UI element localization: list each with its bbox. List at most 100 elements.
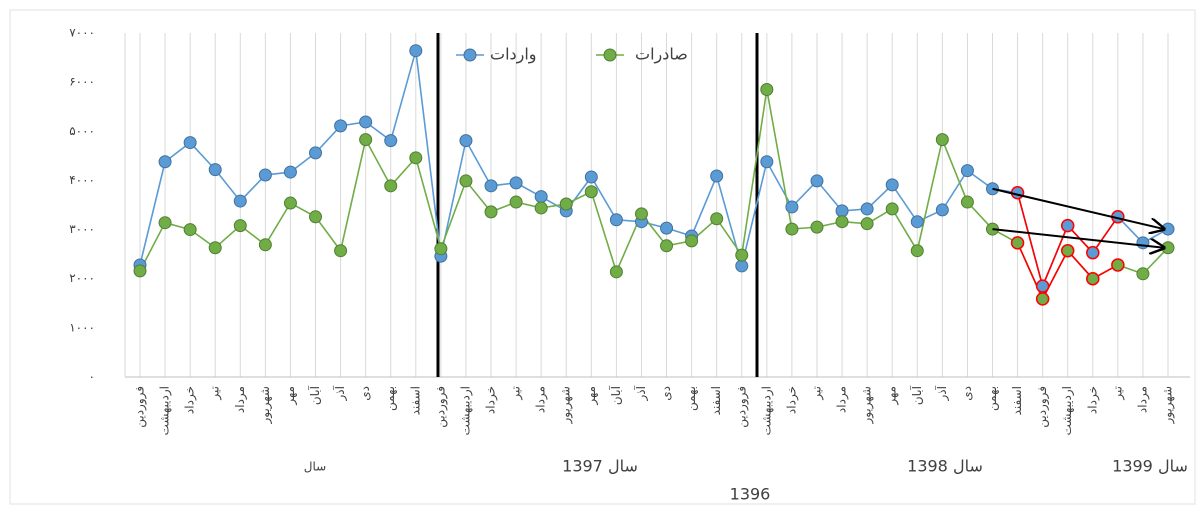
grid-layer <box>139 33 1169 377</box>
data-point <box>534 190 548 204</box>
x-tick-label: اسفند <box>709 386 723 415</box>
x-tick-label: دی <box>358 386 372 401</box>
data-point <box>760 155 774 169</box>
data-point <box>509 195 523 209</box>
data-point <box>910 215 924 229</box>
data-point <box>609 213 623 227</box>
data-point <box>835 215 849 229</box>
data-point <box>1086 271 1100 286</box>
y-tick-label: ۷۰۰۰ <box>69 26 95 40</box>
data-point <box>1111 258 1125 272</box>
data-point <box>158 216 172 230</box>
data-point <box>208 163 222 177</box>
group-label: 1396 <box>730 485 771 504</box>
data-point <box>885 178 899 192</box>
data-point <box>359 133 373 147</box>
y-tick-label: ۰ <box>89 370 95 384</box>
data-point <box>885 202 899 216</box>
group-label: سال <box>304 460 326 474</box>
data-point <box>710 169 724 183</box>
y-tick-label: ۵۰۰۰ <box>69 124 95 138</box>
x-tick-label: مهر <box>885 386 900 406</box>
data-point <box>534 201 548 215</box>
x-tick-label: تیر <box>208 386 223 401</box>
x-tick-label: اسفند <box>408 386 422 415</box>
data-point <box>810 174 824 188</box>
x-tick-label: مرداد <box>835 386 850 413</box>
y-tick-label: ۲۰۰۰ <box>69 271 95 285</box>
data-point <box>1060 218 1075 233</box>
data-point <box>559 197 573 211</box>
x-tick-label: اردیبهشت <box>458 386 473 435</box>
data-point <box>183 136 197 150</box>
x-tick-label: خرداد <box>1085 386 1100 414</box>
data-point <box>359 115 373 129</box>
y-tick-label: ۴۰۰۰ <box>69 173 95 187</box>
group-label: سال 1399 <box>1112 457 1188 476</box>
data-point <box>208 241 222 255</box>
data-point <box>334 244 348 258</box>
x-tick-label: مهر <box>584 386 599 406</box>
x-tick-label: مرداد <box>1135 386 1150 413</box>
x-tick-label: اردیبهشت <box>158 386 173 435</box>
data-point <box>334 119 348 133</box>
data-point <box>1060 243 1075 258</box>
group-label: سال 1397 <box>562 457 638 476</box>
x-tick-label: تیر <box>509 386 524 401</box>
legend-label: صادرات <box>635 45 688 65</box>
data-point <box>258 238 272 252</box>
data-point <box>860 202 874 216</box>
data-point <box>1035 292 1050 306</box>
data-point <box>785 222 799 236</box>
x-tick-label: شهریور <box>860 386 875 425</box>
x-tick-label: بهمن <box>985 386 1000 411</box>
x-tick-label: خرداد <box>183 386 198 414</box>
x-tick-label: آبان <box>608 385 623 405</box>
data-point <box>1035 279 1050 293</box>
legend-swatch <box>603 48 617 62</box>
data-point <box>960 195 974 209</box>
data-point <box>634 207 648 221</box>
data-point <box>835 204 849 218</box>
data-point <box>660 221 674 235</box>
data-point <box>760 83 774 97</box>
data-point <box>685 234 699 248</box>
x-tick-label: بهمن <box>383 386 398 411</box>
data-point <box>309 210 323 224</box>
x-tick-label: آذر <box>332 385 348 401</box>
x-tick-label: فروردین <box>133 386 148 428</box>
data-point <box>1086 245 1100 260</box>
data-point <box>434 242 448 256</box>
data-point <box>960 164 974 178</box>
x-tick-label: فروردین <box>734 386 749 428</box>
data-point <box>660 239 674 253</box>
data-point <box>384 179 398 193</box>
x-tick-label: آبان <box>307 385 322 405</box>
y-tick-label: ۳۰۰۰ <box>69 222 95 236</box>
data-point <box>1136 236 1150 250</box>
data-point <box>258 168 272 182</box>
y-tick-label: ۶۰۰۰ <box>69 75 95 89</box>
x-tick-label: بهمن <box>684 386 699 411</box>
trend-arrow <box>992 228 1164 248</box>
x-tick-label: اردیبهشت <box>1060 386 1075 435</box>
x-tick-label: اسفند <box>1010 386 1024 415</box>
x-tick-label: خرداد <box>484 386 499 414</box>
data-point <box>735 259 749 273</box>
legend-label: واردات <box>490 45 537 65</box>
legend-swatch <box>463 48 477 62</box>
group-label: سال 1398 <box>907 457 983 476</box>
data-point <box>785 200 799 214</box>
chart-border <box>9 9 1196 505</box>
x-tick-label: خرداد <box>784 386 799 414</box>
x-tick-label: دی <box>659 386 673 401</box>
x-tick-label: شهریور <box>1161 386 1176 425</box>
trend-arrow <box>992 187 1164 229</box>
x-tick-label: تیر <box>809 386 824 401</box>
data-point <box>935 203 949 217</box>
x-tick-label: فروردین <box>433 386 448 428</box>
x-tick-label: فروردین <box>1035 386 1050 428</box>
x-tick-label: آذر <box>934 385 950 401</box>
data-point <box>309 146 323 160</box>
